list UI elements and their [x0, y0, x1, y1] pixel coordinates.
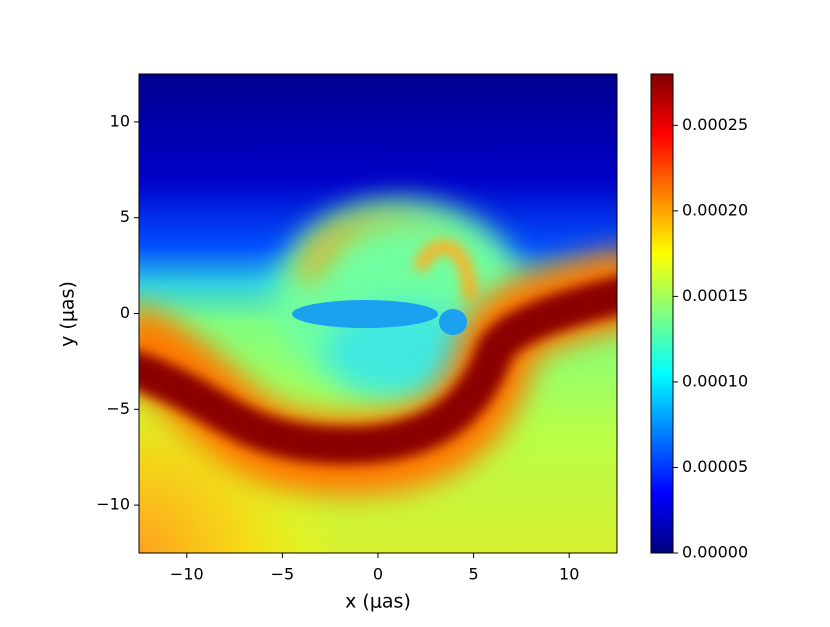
x-tick-label: −10: [170, 565, 204, 584]
x-axis-label: x (μas): [345, 591, 411, 613]
x-tick-label: 10: [559, 565, 579, 584]
y-tick-label: 5: [120, 207, 130, 226]
y-tick-label: 10: [110, 111, 130, 130]
x-tick-label: 5: [469, 565, 479, 584]
colorbar-tick-label: 0.00010: [682, 371, 748, 390]
heatmap-field: [139, 74, 617, 553]
colorbar-tick-label: 0.00015: [682, 286, 748, 305]
x-tick-label: 0: [373, 565, 383, 584]
colorbar: [650, 73, 674, 554]
colorbar-tick-label: 0.00005: [682, 457, 748, 476]
colorbar-tick-label: 0.00020: [682, 200, 748, 219]
y-axis-label: y (μas): [57, 281, 79, 347]
x-tick-label: −5: [271, 565, 295, 584]
colorbar-tick-label: 0.00025: [682, 115, 748, 134]
y-tick-label: −5: [106, 399, 130, 418]
y-tick-label: −10: [96, 495, 130, 514]
y-tick-label: 0: [120, 303, 130, 322]
colorbar-tick-label: 0.00000: [682, 543, 748, 562]
